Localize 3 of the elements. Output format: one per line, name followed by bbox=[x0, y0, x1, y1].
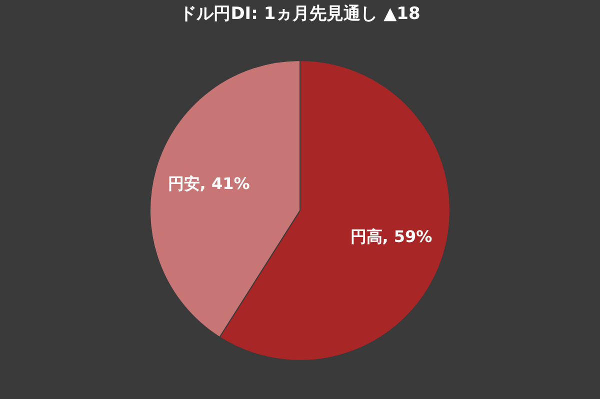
slice-label: 円安, 41% bbox=[168, 174, 250, 193]
slice-label: 円高, 59% bbox=[350, 227, 432, 246]
chart-title: ドル円DI: 1ヵ月先見通し ▲18 bbox=[180, 4, 420, 24]
